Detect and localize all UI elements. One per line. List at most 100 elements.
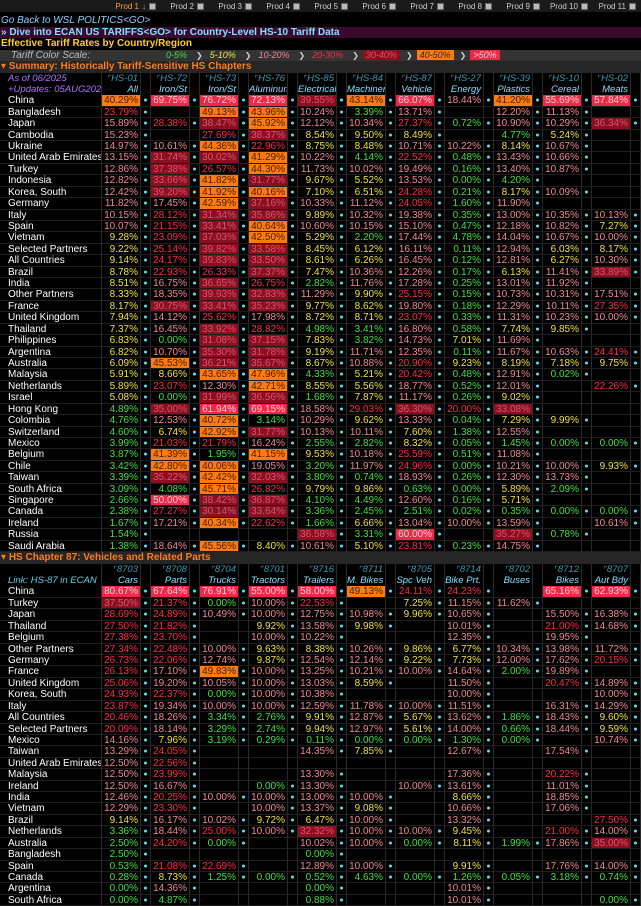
drilldown-dot-icon[interactable]: ●	[631, 357, 641, 370]
drilldown-dot-icon[interactable]: ●	[484, 380, 494, 393]
tariff-value-cell[interactable]: 0.51%	[445, 449, 484, 461]
tariff-value-cell[interactable]: 26.57%	[200, 163, 239, 176]
tariff-value-cell[interactable]: 0.26%	[445, 392, 484, 404]
tariff-value-cell[interactable]: 0.00%	[543, 437, 582, 450]
drilldown-dot-icon[interactable]: ●	[288, 346, 298, 358]
tariff-value-cell[interactable]	[494, 780, 533, 793]
drilldown-dot-icon[interactable]: ●	[484, 894, 494, 906]
drilldown-dot-icon[interactable]: ●	[239, 95, 249, 107]
drilldown-dot-icon[interactable]: ●	[337, 803, 347, 815]
drilldown-dot-icon[interactable]: ●	[582, 837, 592, 850]
tariff-value-cell[interactable]: 17.86%	[543, 837, 582, 850]
tariff-value-cell[interactable]: 35.30%	[200, 346, 239, 358]
tariff-value-cell[interactable]: 24.96%	[396, 460, 435, 473]
drilldown-dot-icon[interactable]: ●	[533, 437, 543, 450]
column-code-link[interactable]: 8703	[102, 563, 141, 576]
tariff-value-cell[interactable]: 0.02%	[543, 369, 582, 381]
dive-into-ecan-link[interactable]: » Dive into ECAN US TARIFFS<GO> for Coun…	[0, 26, 641, 38]
drilldown-dot-icon[interactable]: ●	[141, 654, 151, 667]
row-country-name[interactable]: Ukraine	[0, 140, 102, 153]
column-code-link[interactable]: HS-87	[396, 72, 435, 84]
row-country-name[interactable]: Taiwan	[0, 472, 102, 484]
drilldown-dot-icon[interactable]: ●	[435, 734, 445, 747]
prod-tab-1[interactable]: Prod 1 ↓	[111, 2, 159, 11]
drilldown-dot-icon[interactable]: ●	[141, 403, 151, 416]
tariff-value-cell[interactable]: 0.00%	[200, 689, 239, 701]
tariff-value-cell[interactable]: 15.50%	[543, 609, 582, 621]
tab-checkbox-icon[interactable]	[437, 2, 444, 10]
tariff-value-cell[interactable]: 4.89%	[102, 403, 141, 416]
tariff-value-cell[interactable]: 4.14%	[347, 152, 386, 164]
tariff-value-cell[interactable]: 0.00%	[298, 883, 337, 895]
tariff-value-cell[interactable]: 10.61%	[298, 540, 337, 553]
drilldown-dot-icon[interactable]: ●	[190, 403, 200, 416]
drilldown-dot-icon[interactable]: ●	[337, 346, 347, 358]
drilldown-dot-icon[interactable]: ●	[582, 95, 592, 107]
tariff-value-cell[interactable]: 10.21%	[347, 666, 386, 678]
drilldown-dot-icon[interactable]: ●	[141, 118, 151, 130]
drilldown-dot-icon[interactable]: ●	[337, 175, 347, 187]
drilldown-dot-icon[interactable]: ●	[386, 152, 396, 164]
tariff-value-cell[interactable]	[592, 597, 631, 610]
tariff-value-cell[interactable]: 3.39%	[102, 472, 141, 484]
tariff-value-cell[interactable]: 19.34%	[151, 700, 190, 713]
tariff-value-cell[interactable]: 6.82%	[102, 346, 141, 358]
tariff-value-cell[interactable]	[494, 792, 533, 804]
tariff-value-cell[interactable]: 10.00%	[249, 677, 288, 690]
tariff-value-cell[interactable]: 4.63%	[347, 871, 386, 884]
tariff-value-cell[interactable]	[151, 529, 190, 541]
tariff-value-cell[interactable]: 13.73%	[543, 472, 582, 484]
drilldown-dot-icon[interactable]: ●	[288, 460, 298, 473]
row-country-name[interactable]: India	[0, 278, 102, 290]
tariff-value-cell[interactable]: 8.54%	[298, 129, 337, 141]
drilldown-dot-icon[interactable]: ●	[288, 689, 298, 701]
tariff-value-cell[interactable]: 23.30%	[151, 803, 190, 815]
tariff-value-cell[interactable]: 10.35%	[543, 209, 582, 221]
drilldown-dot-icon[interactable]: ●	[337, 163, 347, 176]
row-country-name[interactable]: All Countries	[0, 255, 102, 267]
tariff-value-cell[interactable]	[249, 860, 288, 872]
drilldown-dot-icon[interactable]: ●	[484, 392, 494, 404]
column-code-link[interactable]: HS-76	[249, 72, 288, 84]
prod-tab-5[interactable]: Prod 5	[303, 2, 351, 11]
tariff-value-cell[interactable]: 38.47%	[200, 118, 239, 130]
tariff-value-cell[interactable]	[347, 883, 386, 895]
drilldown-dot-icon[interactable]: ●	[582, 620, 592, 633]
tariff-value-cell[interactable]: 0.66%	[494, 723, 533, 735]
drilldown-dot-icon[interactable]: ●	[582, 106, 592, 119]
drilldown-dot-icon[interactable]: ●	[337, 369, 347, 381]
drilldown-dot-icon[interactable]: ●	[239, 220, 249, 233]
drilldown-dot-icon[interactable]: ●	[288, 654, 298, 667]
tariff-value-cell[interactable]: 0.15%	[445, 289, 484, 301]
row-country-name[interactable]: Japan	[0, 118, 102, 130]
tariff-value-cell[interactable]: 1.38%	[445, 426, 484, 438]
tariff-value-cell[interactable]	[592, 449, 631, 461]
drilldown-dot-icon[interactable]: ●	[582, 152, 592, 164]
tariff-value-cell[interactable]	[543, 734, 582, 747]
drilldown-dot-icon[interactable]: ●	[239, 814, 249, 827]
tariff-value-cell[interactable]	[543, 495, 582, 507]
tariff-value-cell[interactable]: 39.83%	[200, 255, 239, 267]
tariff-value-cell[interactable]: 10.88%	[347, 357, 386, 370]
tariff-value-cell[interactable]	[249, 837, 288, 850]
drilldown-dot-icon[interactable]: ●	[435, 255, 445, 267]
drilldown-dot-icon[interactable]: ●	[484, 540, 494, 553]
drilldown-dot-icon[interactable]: ●	[435, 266, 445, 279]
tariff-value-cell[interactable]: 22.69%	[200, 860, 239, 872]
drilldown-dot-icon[interactable]: ●	[484, 654, 494, 667]
drilldown-dot-icon[interactable]: ●	[239, 517, 249, 530]
drilldown-dot-icon[interactable]: ●	[239, 677, 249, 690]
tariff-value-cell[interactable]: 25.00%	[200, 826, 239, 838]
tariff-value-cell[interactable]: 8.73%	[151, 871, 190, 884]
tariff-value-cell[interactable]	[347, 849, 386, 861]
tariff-value-cell[interactable]: 2.50%	[102, 837, 141, 850]
drilldown-dot-icon[interactable]: ●	[386, 323, 396, 336]
drilldown-dot-icon[interactable]: ●	[288, 677, 298, 690]
tariff-value-cell[interactable]: 10.73%	[494, 289, 533, 301]
drilldown-dot-icon[interactable]: ●	[141, 483, 151, 496]
drilldown-dot-icon[interactable]: ●	[435, 437, 445, 450]
tariff-value-cell[interactable]: 0.48%	[445, 369, 484, 381]
tariff-value-cell[interactable]: 9.50%	[347, 129, 386, 141]
tariff-value-cell[interactable]	[592, 415, 631, 427]
drilldown-dot-icon[interactable]: ●	[484, 335, 494, 347]
